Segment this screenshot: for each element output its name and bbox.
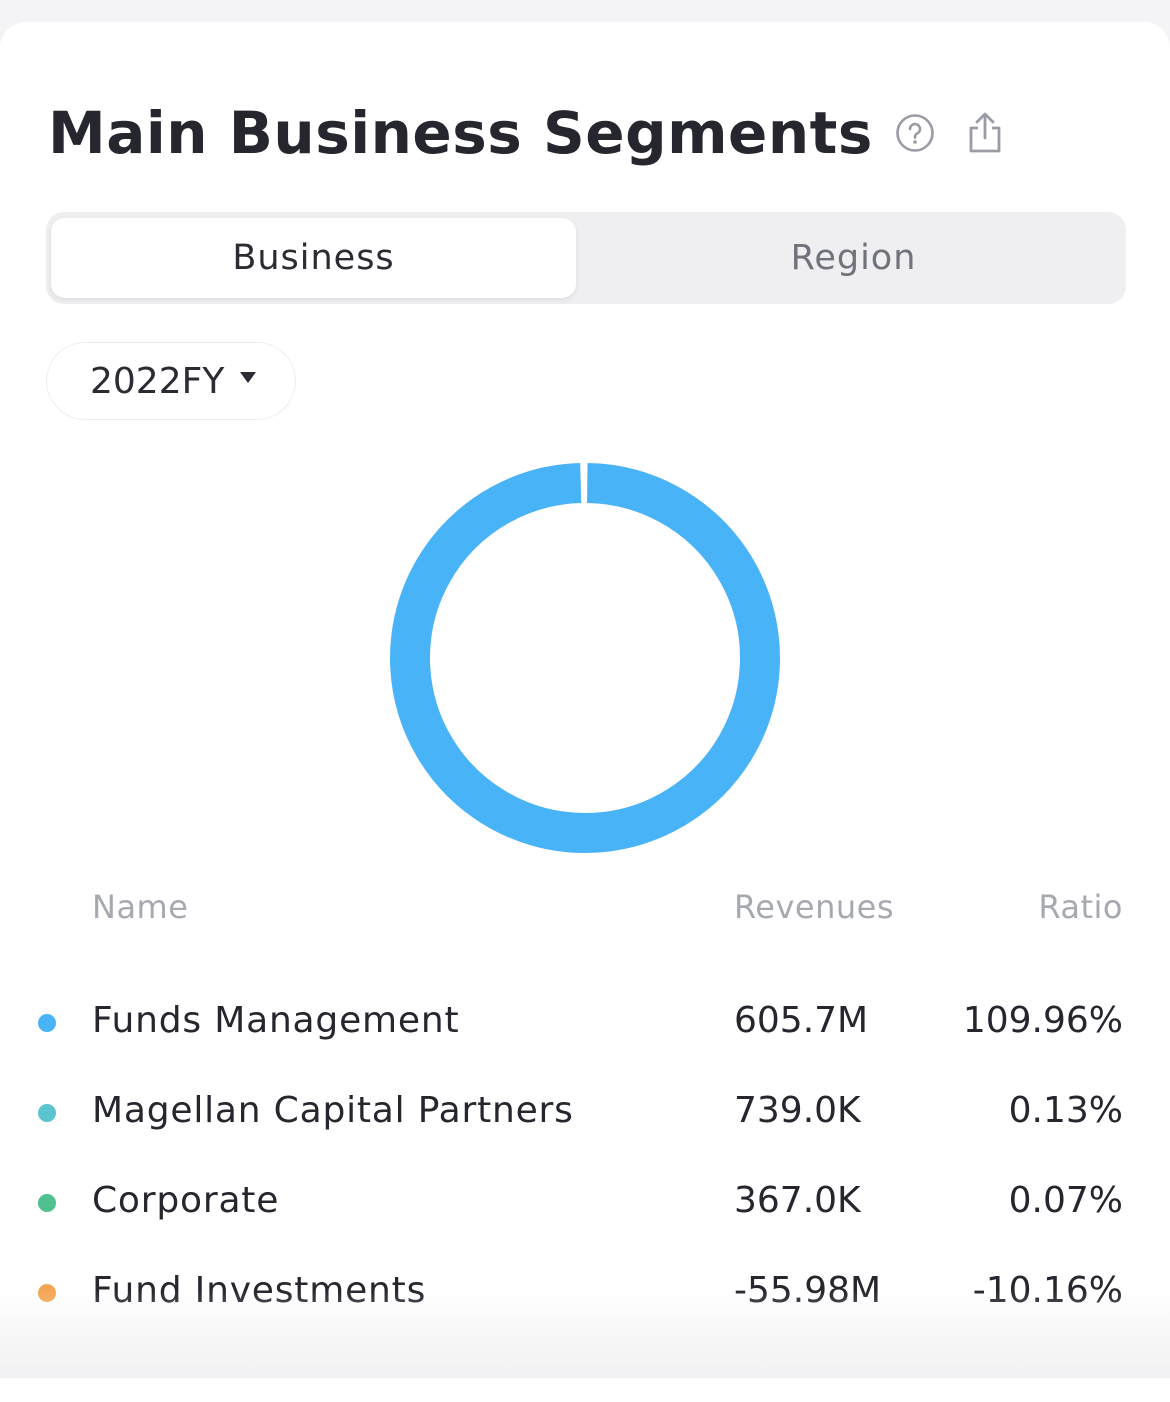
period-dropdown[interactable]: 2022FY — [46, 342, 296, 420]
table-row[interactable]: Corporate 367.0K 0.07% — [0, 1168, 1170, 1238]
legend-dot — [38, 1194, 56, 1212]
page-title: Main Business Segments — [48, 99, 873, 167]
legend-dot — [38, 1284, 56, 1302]
segment-tabs: Business Region — [46, 212, 1126, 304]
table-row[interactable]: Funds Management 605.7M 109.96% — [0, 988, 1170, 1058]
legend-dot — [38, 1014, 56, 1032]
tab-business[interactable]: Business — [51, 218, 576, 298]
table-row[interactable]: Fund Investments -55.98M -10.16% — [0, 1258, 1170, 1328]
segment-ratio: 0.07% — [1008, 1180, 1123, 1221]
segment-ratio: -10.16% — [972, 1270, 1123, 1311]
segment-ratio: 0.13% — [1008, 1090, 1123, 1131]
segment-revenue: 739.0K — [734, 1090, 861, 1131]
donut-chart — [390, 463, 780, 853]
segment-name: Corporate — [92, 1180, 280, 1221]
period-value: 2022FY — [90, 360, 225, 402]
question-circle-icon[interactable] — [895, 113, 935, 153]
column-header-revenues: Revenues — [734, 888, 895, 926]
tab-region[interactable]: Region — [790, 238, 917, 278]
donut-slice-funds-management[interactable] — [390, 463, 780, 853]
table-row[interactable]: Magellan Capital Partners 739.0K 0.13% — [0, 1078, 1170, 1148]
legend-dot — [38, 1104, 56, 1122]
segment-name: Magellan Capital Partners — [92, 1090, 574, 1131]
column-header-ratio: Ratio — [1038, 888, 1123, 926]
segment-name: Fund Investments — [92, 1270, 427, 1311]
segment-revenue: -55.98M — [734, 1270, 882, 1311]
share-icon[interactable] — [965, 111, 1005, 155]
segment-revenue: 605.7M — [734, 1000, 869, 1041]
segment-name: Funds Management — [92, 1000, 460, 1041]
column-header-name: Name — [92, 888, 189, 926]
card-header: Main Business Segments — [48, 78, 1005, 188]
caret-down-icon — [240, 371, 257, 383]
segment-ratio: 109.96% — [962, 1000, 1123, 1041]
segment-revenue: 367.0K — [734, 1180, 861, 1221]
